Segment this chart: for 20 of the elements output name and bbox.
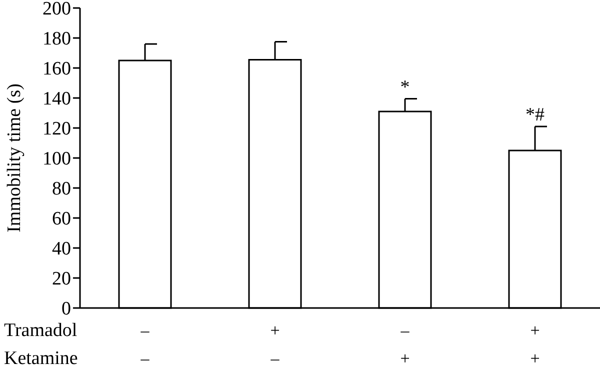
text: Ketamine [4, 348, 78, 366]
x-tick-label: – – [140, 321, 150, 366]
x-tick-label: + – [270, 321, 280, 366]
y-tick-label: 60 [52, 208, 71, 230]
y-tick-label: 120 [42, 118, 71, 140]
y-tick-label: 0 [62, 298, 71, 320]
y-tick-label: 180 [42, 28, 71, 50]
x-tick-label: – + [400, 321, 410, 366]
y-tick-label: 40 [52, 238, 71, 260]
annotation: *# [526, 104, 545, 126]
y-axis-title: Immobility time (s) [4, 84, 25, 232]
y-tick-label: 160 [42, 58, 71, 80]
text: Tramadol [4, 320, 78, 341]
y-tick-label: 20 [52, 268, 71, 290]
y-tick-label: 200 [42, 0, 71, 20]
annotation: * [400, 76, 410, 98]
x-tick-label: + + [530, 321, 540, 366]
y-tick-label: 80 [52, 178, 71, 200]
y-tick-label: 140 [42, 88, 71, 110]
y-tick-label: 100 [42, 148, 71, 170]
